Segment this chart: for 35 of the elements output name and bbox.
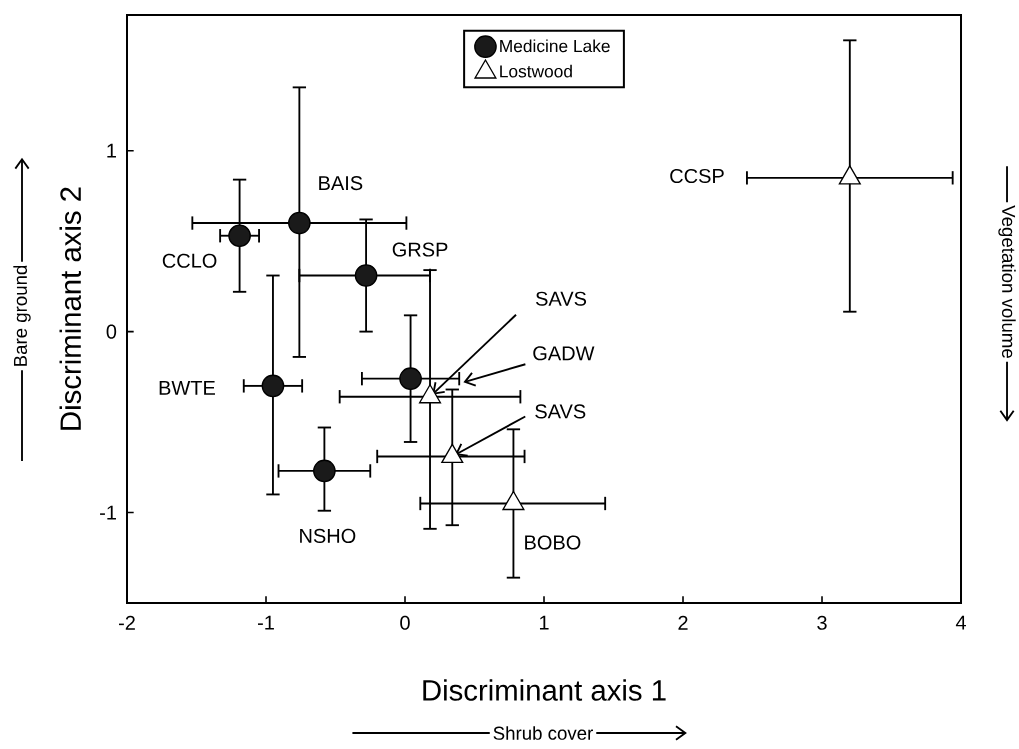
y-tick-label: 0 [106,324,117,339]
x-tick-label: -2 [118,615,135,630]
y-axis-title: Discriminant axis 2 [59,187,82,430]
point [441,443,464,464]
x-tick-label: -1 [257,615,274,630]
x-tick-label: 1 [539,615,549,630]
point [354,264,378,287]
point [261,374,285,398]
x-tick-label: 3 [817,615,827,630]
x-tick-label: 4 [955,615,966,630]
text: Vegetation volume [998,205,1016,358]
point [418,384,442,404]
x-axis-title: Discriminant axis 1 [423,679,666,701]
annotation: BOBO [525,535,581,550]
annotation: GADW [533,346,595,361]
point [399,367,422,390]
legend-label: Lostwood [500,64,572,78]
annotation: GRSP [392,242,448,257]
text: Shrub cover [493,726,593,740]
annotation: NSHO [300,528,356,543]
y-tick-label: -1 [100,505,116,520]
point [228,224,251,248]
annotation: BAIS [319,175,363,191]
legend-label: Medicine Lake [500,39,610,53]
x-tick-label: 2 [678,615,688,630]
annotation: SAVS [535,404,586,419]
annotation: CCSP [670,168,724,184]
annotation: SAVS [535,291,587,306]
point [288,211,311,235]
y-tick-label: 1 [107,143,116,158]
annotation: CCLO [162,253,217,268]
x-tick-label: 0 [400,615,410,630]
point [502,490,525,511]
annotation: BWTE [159,381,215,395]
text: Bare ground [13,265,31,366]
